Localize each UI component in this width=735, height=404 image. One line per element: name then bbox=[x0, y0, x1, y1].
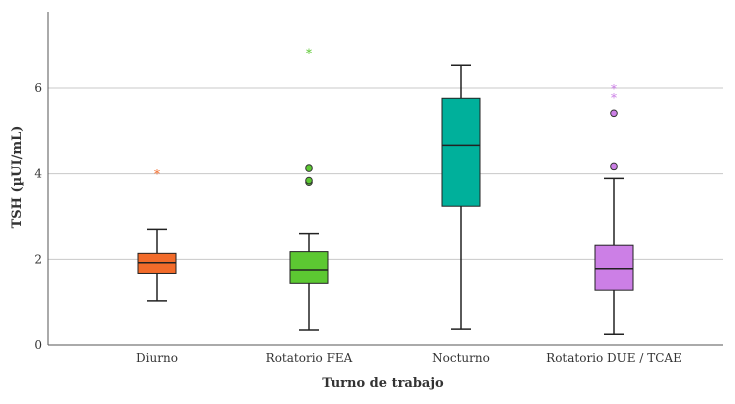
box-group: * bbox=[289, 46, 329, 331]
box-group bbox=[441, 64, 481, 330]
extreme-point: * bbox=[306, 46, 312, 60]
outlier-point bbox=[305, 176, 313, 185]
gridlines bbox=[48, 87, 723, 260]
y-axis-title: TSH (µUI/mL) bbox=[10, 126, 25, 229]
outlier-point bbox=[610, 162, 618, 171]
x-tick-label: Nocturno bbox=[432, 351, 490, 365]
x-tick-label: Rotatorio FEA bbox=[266, 351, 353, 365]
iqr-box bbox=[289, 251, 329, 284]
x-tick-label: Diurno bbox=[136, 351, 178, 365]
axes: 0 2 4 6 Diurno Rotatorio FEA Nocturno Rotatorio… bbox=[34, 12, 723, 365]
extreme-point: * bbox=[154, 167, 160, 181]
y-tick-label-0: 0 bbox=[34, 338, 42, 352]
box-group: * bbox=[137, 167, 177, 302]
outlier-point bbox=[305, 164, 313, 172]
x-axis-title: Turno de trabajo bbox=[322, 376, 444, 391]
boxes: **** bbox=[137, 46, 634, 336]
iqr-box bbox=[594, 244, 634, 291]
x-tick-label: Rotatorio DUE / TCAE bbox=[546, 351, 682, 365]
y-tick-label-6: 6 bbox=[34, 81, 42, 95]
outlier-point bbox=[610, 109, 618, 118]
iqr-box bbox=[441, 97, 481, 207]
y-tick-label-4: 4 bbox=[34, 167, 42, 181]
y-tick-label-2: 2 bbox=[34, 252, 42, 266]
extreme-point: * bbox=[611, 91, 617, 105]
box-group: ** bbox=[594, 82, 634, 336]
extreme-point: * bbox=[611, 82, 617, 96]
